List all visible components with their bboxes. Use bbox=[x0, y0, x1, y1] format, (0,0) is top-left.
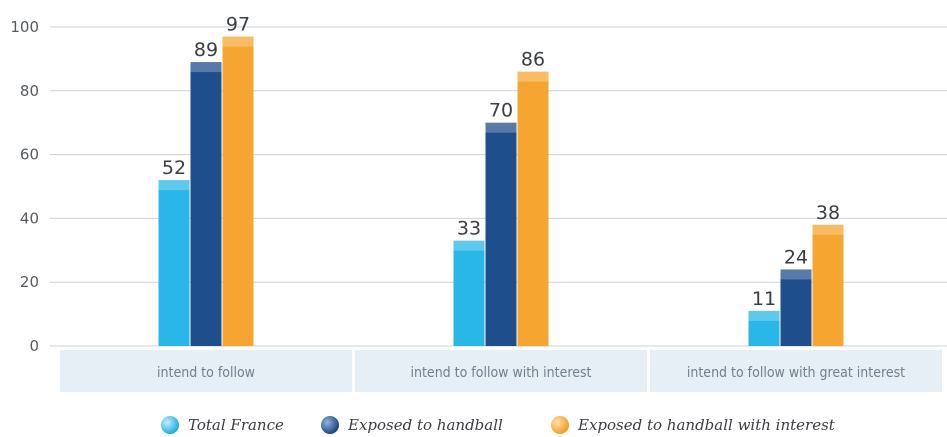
bar bbox=[517, 71, 549, 346]
category-label-backgrounds bbox=[60, 350, 942, 392]
category-label: intend to follow with great interest bbox=[687, 365, 905, 381]
data-labels: 52 89 97 33 70 86 11 24 38 bbox=[162, 14, 840, 310]
bar bbox=[453, 240, 485, 346]
bar bbox=[158, 180, 190, 346]
bar bbox=[190, 62, 222, 347]
legend-label: Exposed to handball with interest bbox=[577, 416, 836, 434]
data-label: 38 bbox=[816, 202, 840, 224]
data-label: 86 bbox=[521, 49, 545, 71]
bar-highlight bbox=[222, 36, 254, 47]
legend-label: Total France bbox=[188, 416, 284, 434]
legend-marker bbox=[321, 416, 339, 434]
bar-highlight bbox=[748, 310, 780, 321]
bar bbox=[780, 269, 812, 346]
data-label: 89 bbox=[194, 39, 218, 61]
data-label: 52 bbox=[162, 157, 186, 179]
bar bbox=[222, 36, 254, 346]
y-tick-label: 20 bbox=[20, 273, 39, 291]
y-tick-label: 80 bbox=[20, 82, 39, 100]
data-label: 11 bbox=[752, 288, 776, 310]
bar-highlight bbox=[812, 224, 844, 235]
legend-label: Exposed to handball bbox=[347, 416, 503, 434]
legend-marker bbox=[551, 416, 569, 434]
y-axis-ticks: 0 20 40 60 80 100 bbox=[10, 18, 39, 355]
bar-highlight bbox=[453, 240, 485, 251]
bar-highlight bbox=[158, 180, 190, 191]
bar-highlight bbox=[190, 62, 222, 73]
x-axis-categories: intend to follow intend to follow with in… bbox=[157, 365, 905, 381]
category-label: intend to follow bbox=[157, 365, 255, 381]
data-label: 24 bbox=[784, 246, 808, 268]
bar-highlight bbox=[780, 269, 812, 280]
category-label-background bbox=[355, 350, 647, 392]
bar bbox=[748, 310, 780, 346]
data-label: 97 bbox=[226, 14, 250, 36]
y-tick-label: 0 bbox=[29, 337, 39, 355]
bars bbox=[158, 36, 844, 347]
bar-highlight bbox=[517, 71, 549, 82]
category-label: intend to follow with interest bbox=[411, 365, 592, 381]
category-label-background bbox=[650, 350, 942, 392]
legend-marker bbox=[161, 416, 179, 434]
y-tick-label: 40 bbox=[20, 209, 39, 227]
category-label-background bbox=[60, 350, 352, 392]
data-label: 33 bbox=[457, 218, 481, 240]
y-tick-label: 60 bbox=[20, 146, 39, 164]
bar-highlight bbox=[485, 122, 517, 133]
legend: Total France Exposed to handball Exposed t… bbox=[161, 416, 836, 434]
bar bbox=[485, 122, 517, 346]
bar bbox=[812, 224, 844, 346]
y-tick-label: 100 bbox=[10, 18, 39, 36]
data-label: 70 bbox=[489, 100, 513, 122]
